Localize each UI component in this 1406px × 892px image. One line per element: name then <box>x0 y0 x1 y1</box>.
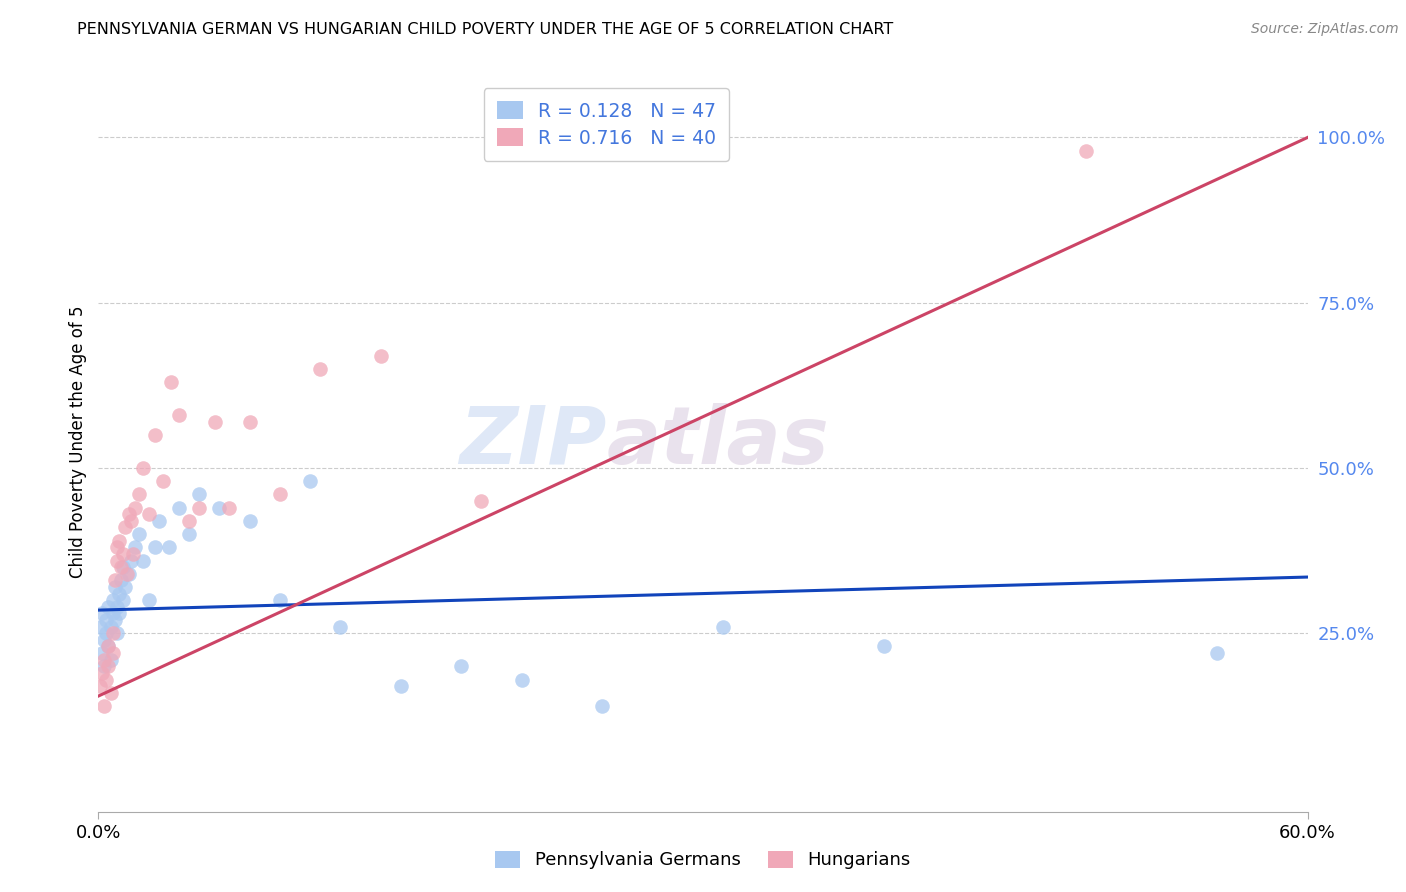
Text: atlas: atlas <box>606 402 830 481</box>
Point <box>93 698 115 713</box>
Point <box>118 508 141 522</box>
Point <box>105 626 128 640</box>
Point <box>93 632 115 647</box>
Point <box>672 117 695 131</box>
Point <box>138 593 160 607</box>
Point <box>179 527 201 541</box>
Point <box>101 593 124 607</box>
Point <box>329 620 352 634</box>
Point <box>120 514 142 528</box>
Text: PENNSYLVANIA GERMAN VS HUNGARIAN CHILD POVERTY UNDER THE AGE OF 5 CORRELATION CH: PENNSYLVANIA GERMAN VS HUNGARIAN CHILD P… <box>77 22 894 37</box>
Point <box>96 613 118 627</box>
Point <box>370 349 392 363</box>
Point <box>157 541 180 555</box>
Point <box>128 487 150 501</box>
Point <box>128 527 150 541</box>
Point <box>110 574 132 588</box>
Point <box>111 593 134 607</box>
Point <box>97 659 120 673</box>
Point <box>105 553 128 567</box>
Point <box>160 375 183 389</box>
Point <box>105 541 128 555</box>
Point <box>218 500 240 515</box>
Point <box>121 547 143 561</box>
Point <box>138 508 160 522</box>
Point <box>239 514 262 528</box>
Point <box>188 487 211 501</box>
Text: Source: ZipAtlas.com: Source: ZipAtlas.com <box>1251 22 1399 37</box>
Point <box>591 698 613 713</box>
Point <box>97 640 120 654</box>
Point <box>208 500 231 515</box>
Point <box>111 547 134 561</box>
Point <box>269 593 291 607</box>
Point <box>96 626 118 640</box>
Legend: Pennsylvania Germans, Hungarians: Pennsylvania Germans, Hungarians <box>486 842 920 879</box>
Point <box>204 415 226 429</box>
Point <box>101 646 124 660</box>
Point <box>97 640 120 654</box>
Point <box>107 533 129 548</box>
Point <box>107 586 129 600</box>
Point <box>96 673 118 687</box>
Point <box>111 560 134 574</box>
Point <box>103 580 125 594</box>
Point <box>167 408 190 422</box>
Point <box>118 566 141 581</box>
Point <box>114 580 136 594</box>
Point <box>711 620 734 634</box>
Point <box>1074 144 1097 158</box>
Point <box>152 474 174 488</box>
Point <box>115 566 138 581</box>
Point <box>100 653 122 667</box>
Point <box>100 686 122 700</box>
Point <box>1206 646 1229 660</box>
Point <box>389 679 412 693</box>
Point <box>93 659 115 673</box>
Point <box>97 599 120 614</box>
Point <box>91 665 114 680</box>
Point <box>132 553 155 567</box>
Legend: R = 0.128   N = 47, R = 0.716   N = 40: R = 0.128 N = 47, R = 0.716 N = 40 <box>484 88 730 161</box>
Point <box>873 640 896 654</box>
Point <box>91 607 114 621</box>
Point <box>309 361 332 376</box>
Point <box>89 679 111 693</box>
Point <box>114 520 136 534</box>
Point <box>120 553 142 567</box>
Point <box>148 514 170 528</box>
Point <box>101 607 124 621</box>
Point <box>124 541 146 555</box>
Point <box>101 626 124 640</box>
Point <box>188 500 211 515</box>
Point <box>93 653 115 667</box>
Point <box>124 500 146 515</box>
Point <box>103 574 125 588</box>
Point <box>89 620 111 634</box>
Point <box>510 673 533 687</box>
Point <box>103 613 125 627</box>
Point <box>269 487 291 501</box>
Point <box>105 599 128 614</box>
Point <box>107 607 129 621</box>
Y-axis label: Child Poverty Under the Age of 5: Child Poverty Under the Age of 5 <box>69 305 87 578</box>
Point <box>143 428 166 442</box>
Point <box>132 461 155 475</box>
Point <box>179 514 201 528</box>
Point <box>450 659 472 673</box>
Point <box>167 500 190 515</box>
Point <box>110 560 132 574</box>
Point <box>100 620 122 634</box>
Point <box>470 494 492 508</box>
Point <box>299 474 322 488</box>
Point <box>239 415 262 429</box>
Point <box>143 541 166 555</box>
Text: ZIP: ZIP <box>458 402 606 481</box>
Point <box>91 646 114 660</box>
